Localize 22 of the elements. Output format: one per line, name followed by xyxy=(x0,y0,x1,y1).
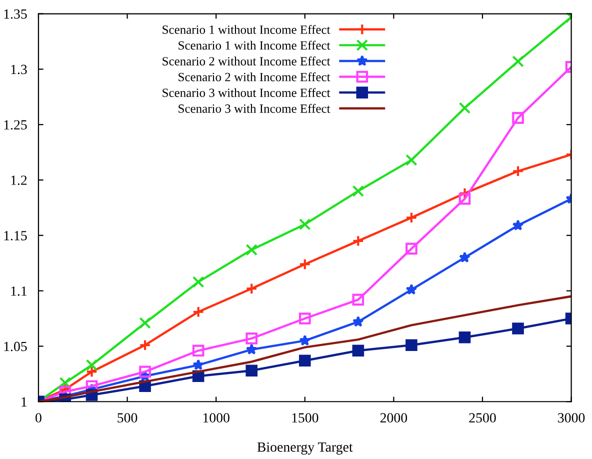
x-tick-label: 1500 xyxy=(292,413,318,423)
y-tick-label: 1.1 xyxy=(11,286,27,296)
legend-label: Scenario 3 with Income Effect xyxy=(178,104,330,113)
y-tick-label: 1 xyxy=(22,397,27,406)
x-axis-title: Bioenergy Target xyxy=(257,442,353,455)
y-tick-label: 1.35 xyxy=(4,9,27,19)
legend-label: Scenario 3 without Income Effect xyxy=(162,88,330,98)
legend-label: Scenario 2 without Income Effect xyxy=(162,56,330,66)
y-tick-label: 1.3 xyxy=(11,64,27,74)
legend-label: Scenario 2 with Income Effect xyxy=(178,72,330,82)
legend-label: Scenario 1 without Income Effect xyxy=(162,24,330,34)
y-tick-label: 1.25 xyxy=(4,120,27,130)
x-tick-label: 0 xyxy=(36,413,42,423)
x-tick-label: 2500 xyxy=(469,413,496,423)
y-tick-label: 1.15 xyxy=(4,231,27,240)
legend-label: Scenario 1 with Income Effect xyxy=(178,40,330,50)
y-tick-label: 1.05 xyxy=(4,342,27,352)
x-tick-label: 3000 xyxy=(558,413,585,423)
x-tick-label: 2000 xyxy=(380,413,408,423)
x-tick-label: 500 xyxy=(118,413,138,423)
x-tick-label: 1000 xyxy=(203,413,230,423)
y-tick-label: 1.2 xyxy=(11,176,27,186)
